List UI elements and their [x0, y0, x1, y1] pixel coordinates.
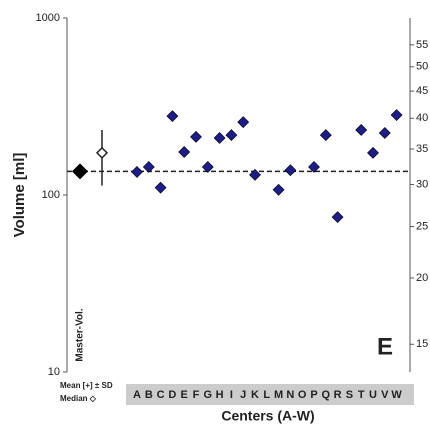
x-tick-label: H — [216, 389, 224, 401]
point — [190, 130, 202, 143]
x-tick-label: P — [310, 389, 317, 401]
master-label: Master-Vol. — [75, 308, 86, 361]
x-tick-label: D — [168, 389, 176, 401]
y-tick-label: 100 — [42, 189, 60, 201]
x-tick-label: W — [391, 389, 402, 401]
point — [131, 166, 143, 178]
point — [154, 181, 167, 194]
point — [272, 183, 285, 196]
y2-tick-label: 40 — [416, 112, 428, 124]
x-tick-label: Q — [322, 389, 331, 401]
y2-tick-label: 25 — [416, 220, 428, 232]
y2-tick-label: 55 — [416, 39, 428, 51]
category-band — [126, 384, 414, 405]
point — [213, 132, 226, 144]
x-tick-label: N — [286, 389, 294, 401]
master-marker — [72, 163, 88, 180]
summary-marker — [95, 146, 109, 159]
point — [284, 164, 297, 177]
x-tick-label: K — [251, 389, 259, 401]
x-axis-label: Centers (A-W) — [221, 408, 314, 424]
median-label: Median ◇ — [60, 394, 97, 403]
panel-label: E — [377, 333, 393, 360]
y2-tick-label: 15 — [416, 338, 428, 350]
x-tick-label: C — [157, 389, 165, 401]
y2-tick-label: 50 — [416, 61, 428, 73]
point — [166, 110, 179, 123]
point — [308, 161, 320, 173]
y-axis-label: Volume [ml] — [11, 153, 28, 238]
x-tick-label: R — [334, 389, 342, 401]
point — [319, 129, 332, 142]
x-tick-label: A — [133, 389, 141, 401]
point — [367, 146, 379, 159]
point — [178, 146, 191, 158]
point — [331, 211, 344, 224]
point — [142, 161, 155, 173]
x-tick-label: E — [181, 389, 188, 401]
point — [378, 127, 391, 139]
point — [237, 116, 250, 129]
x-tick-label: M — [274, 389, 283, 401]
point — [225, 129, 238, 142]
y-tick-label: 1000 — [36, 12, 60, 24]
y2-tick-label: 45 — [416, 85, 428, 97]
x-tick-label: V — [381, 389, 389, 401]
y-tick-label: 10 — [48, 366, 60, 378]
x-tick-label: O — [298, 389, 307, 401]
x-tick-label: B — [145, 389, 153, 401]
x-tick-label: G — [204, 389, 213, 401]
y2-tick-label: 20 — [416, 272, 428, 284]
x-tick-label: U — [369, 389, 377, 401]
point — [355, 124, 368, 136]
x-tick-label: T — [358, 389, 365, 401]
point — [201, 161, 214, 173]
mean-label: Mean [+] ± SD — [60, 381, 113, 390]
y2-tick-label: 35 — [416, 143, 428, 155]
point — [390, 109, 403, 121]
x-tick-label: F — [193, 389, 200, 401]
x-tick-label: J — [240, 389, 246, 401]
x-tick-label: I — [230, 389, 233, 401]
y2-tick-label: 30 — [416, 178, 428, 190]
point — [249, 168, 261, 181]
x-tick-label: L — [263, 389, 270, 401]
x-tick-label: S — [346, 389, 353, 401]
